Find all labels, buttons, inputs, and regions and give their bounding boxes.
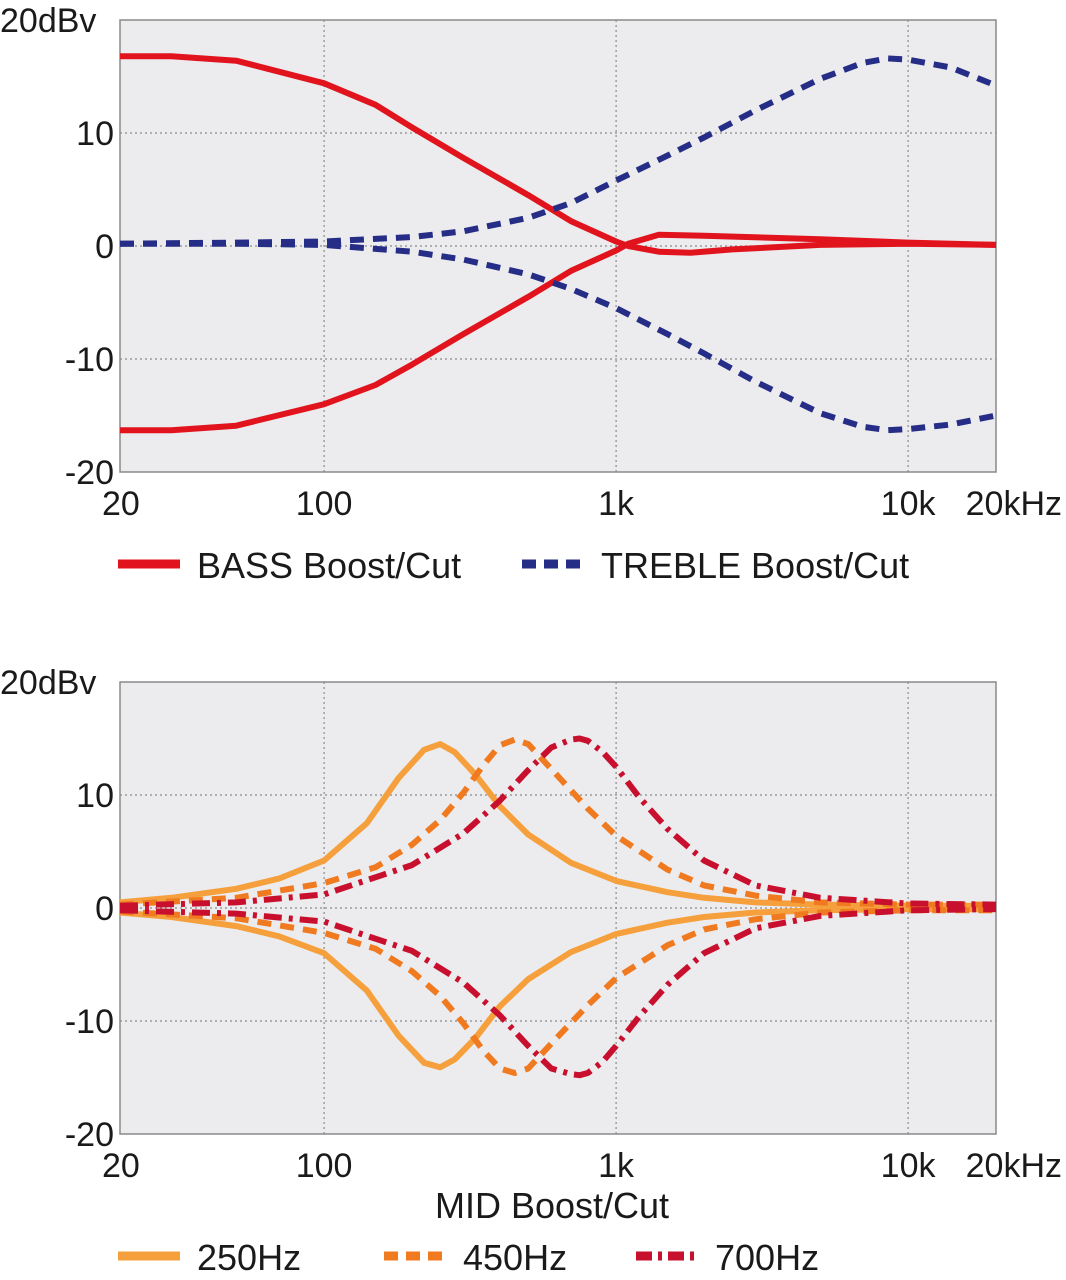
x-tick-label: 20kHz — [966, 1147, 1062, 1185]
series-line-450hz-3 — [119, 907, 996, 1076]
legend-label-250hz: 250Hz — [197, 1237, 301, 1278]
x-tick-label: 1k — [598, 1147, 635, 1185]
y-tick-label: 0 — [95, 890, 114, 928]
x-tick-label: 1k — [598, 485, 635, 523]
x-tick-label: 10k — [881, 485, 937, 523]
y-tick-label: -20 — [65, 454, 114, 492]
series-layer — [119, 735, 997, 1079]
series-line-bass-boost-cut-0 — [120, 53, 997, 256]
x-tick-label: 20 — [102, 485, 140, 523]
series-line-treble-boost-cut-2 — [119, 55, 998, 247]
series-line-bass-boost-cut-1 — [120, 231, 997, 434]
y-tick-label: -20 — [65, 1116, 114, 1154]
y-tick-label: 20dBv — [0, 664, 96, 702]
y-tick-label: 10 — [76, 777, 114, 815]
x-tick-label: 20 — [102, 1147, 140, 1185]
legend-label-700hz: 700Hz — [715, 1237, 819, 1278]
legend-label-bass: BASS Boost/Cut — [197, 545, 461, 586]
y-tick-label: 0 — [95, 228, 114, 266]
series-line-treble-boost-cut-3 — [120, 240, 997, 434]
x-tick-labels: 20 100 1k 10k 20kHz — [102, 485, 1062, 523]
y-tick-label: 20dBv — [0, 2, 96, 40]
x-tick-label: 20kHz — [966, 485, 1062, 523]
x-tick-label: 100 — [296, 485, 353, 523]
y-tick-labels: 20dBv 10 0 -10 -20 — [0, 664, 114, 1154]
legend-label-450hz: 450Hz — [463, 1237, 567, 1278]
legend: BASS Boost/Cut TREBLE Boost/Cut — [118, 545, 909, 586]
series-layer — [119, 53, 998, 434]
y-tick-label: -10 — [65, 341, 114, 379]
x-tick-label: 10k — [881, 1147, 937, 1185]
x-axis-label: MID Boost/Cut — [435, 1185, 669, 1226]
y-tick-label: -10 — [65, 1003, 114, 1041]
x-tick-label: 100 — [296, 1147, 353, 1185]
series-line-700hz-5 — [119, 906, 997, 1079]
x-tick-labels: 20 100 1k 10k 20kHz — [102, 1147, 1062, 1185]
series-line-700hz-4 — [119, 735, 997, 909]
series-line-450hz-2 — [119, 736, 996, 908]
legend: 250Hz 450Hz 700Hz — [118, 1237, 819, 1278]
y-tick-labels: 20dBv 10 0 -10 -20 — [0, 2, 114, 492]
legend-label-treble: TREBLE Boost/Cut — [601, 545, 909, 586]
y-tick-label: 10 — [76, 115, 114, 153]
